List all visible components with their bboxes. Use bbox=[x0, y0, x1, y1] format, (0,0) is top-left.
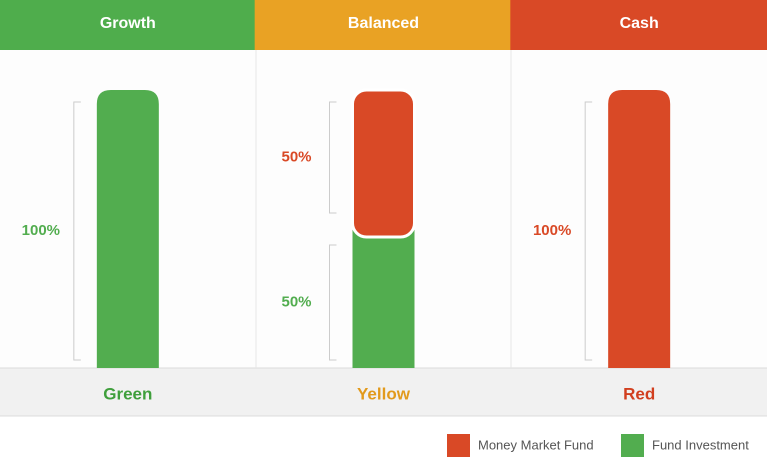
value-label: 100% bbox=[533, 222, 571, 239]
category-sublabel: Green bbox=[103, 384, 152, 403]
legend-swatch bbox=[447, 434, 470, 457]
bar-segment bbox=[351, 88, 416, 239]
bar-segment bbox=[608, 90, 671, 368]
legend-label: Money Market Fund bbox=[478, 437, 594, 452]
value-label: 50% bbox=[281, 293, 311, 310]
bar-segment bbox=[96, 90, 159, 368]
header bbox=[0, 0, 257, 50]
legend-swatch bbox=[621, 434, 644, 457]
bracket bbox=[584, 101, 593, 361]
legend-label: Fund Investment bbox=[652, 437, 749, 452]
header-label: Cash bbox=[620, 15, 659, 32]
value-label: 100% bbox=[22, 222, 60, 239]
header bbox=[254, 0, 512, 50]
value-label: 50% bbox=[281, 148, 311, 165]
header-label: Balanced bbox=[348, 15, 419, 32]
header-label: Growth bbox=[100, 15, 156, 32]
category-sublabel: Yellow bbox=[357, 384, 411, 403]
bracket bbox=[329, 101, 337, 214]
bracket bbox=[329, 244, 337, 361]
category-sublabel: Red bbox=[623, 384, 655, 403]
label-band bbox=[0, 368, 767, 416]
bar-segment bbox=[352, 229, 415, 368]
bracket bbox=[73, 101, 81, 361]
header bbox=[510, 0, 767, 50]
